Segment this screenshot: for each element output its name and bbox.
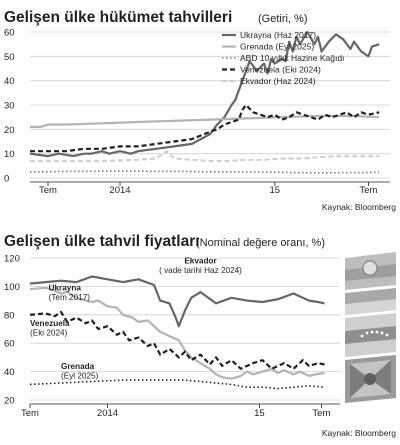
chart1-title: Gelişen ülke hükümet tahvilleri <box>4 9 232 26</box>
y-tick-label: 50 <box>4 52 15 63</box>
chart1-plot-area: 0 10 20 30 40 50 60 Tem 2014 15 Tem Ukrayna (Haz 20… <box>4 28 390 196</box>
chart1-source: Kaynak: Bloomberg <box>322 202 396 212</box>
legend-label: ABD 10 yıllık Hazine Kağıdı <box>240 53 344 63</box>
series-label: (Eki 2024) <box>30 329 68 338</box>
x-tick-label: Tem <box>39 185 57 196</box>
x-tick-label: Tem <box>21 408 39 419</box>
x-tick-label: 2014 <box>97 408 118 419</box>
chart2-source: Kaynak: Bloomberg <box>322 428 396 438</box>
series-label: Ukrayna <box>49 284 82 293</box>
legend-label: Grenada (Eyl 2025) <box>240 42 314 52</box>
chart2-subtitle: (Nominal değere oranı, %) <box>196 237 325 249</box>
y-tick-label: 40 <box>4 367 15 378</box>
ukraine-flag-icon <box>345 288 396 315</box>
y-tick-label: 20 <box>4 125 15 136</box>
legend-label: Ukrayna (Haz 2017) <box>240 30 316 40</box>
series-label: (Tem 2017) <box>49 293 91 302</box>
y-tick-label: 120 <box>4 254 20 265</box>
series-line-abd <box>29 170 380 174</box>
y-tick-label: 40 <box>4 76 15 87</box>
grenada-flag-icon <box>345 355 396 403</box>
chart1-subtitle: (Getiri, %) <box>258 13 308 25</box>
series-label: (Eyl 2025) <box>61 371 99 380</box>
y-tick-label: 0 <box>4 174 9 185</box>
legend-label: Venezuela (Eki 2024) <box>240 65 321 75</box>
series-label: ( vade tarihi Haz 2024) <box>159 266 242 275</box>
y-tick-label: 100 <box>4 282 20 293</box>
y-tick-label: 60 <box>4 339 15 350</box>
x-tick-label: 15 <box>270 185 281 196</box>
chart2-title: Gelişen ülke tahvil fiyatları <box>4 233 200 250</box>
y-tick-label: 60 <box>4 28 15 39</box>
y-tick-label: 30 <box>4 101 15 112</box>
x-tick-label: Tem <box>312 408 330 419</box>
ecuador-flag-icon <box>345 252 396 290</box>
x-tick-label: 15 <box>254 408 265 419</box>
chart2-plot-area: 20 40 60 80 100 120 Tem 2014 15 Tem Ekvador( vade … <box>4 254 340 419</box>
series-label: Venezuela <box>30 319 70 328</box>
series-line-ekvador <box>30 150 380 163</box>
series-label: Grenada <box>61 362 95 371</box>
x-tick-label: 2014 <box>109 185 130 196</box>
flags-illustration <box>345 252 396 403</box>
x-tick-label: Tem <box>359 185 377 196</box>
legend-label: Ekvador (Haz 2024) <box>240 76 316 86</box>
series-line-ukrayna <box>29 30 380 158</box>
series-line-venezuela <box>29 310 325 370</box>
y-tick-label: 20 <box>4 396 15 407</box>
series-line-ekvador <box>29 275 325 328</box>
venezuela-flag-icon <box>345 313 396 357</box>
series-line-ukrayna <box>29 286 325 380</box>
y-tick-label: 10 <box>4 149 15 160</box>
series-line-venezuela <box>30 103 380 153</box>
series-line-grenada <box>30 114 380 129</box>
series-line-grenada <box>29 379 325 390</box>
y-tick-label: 80 <box>4 310 15 321</box>
series-label: Ekvador <box>184 257 217 266</box>
